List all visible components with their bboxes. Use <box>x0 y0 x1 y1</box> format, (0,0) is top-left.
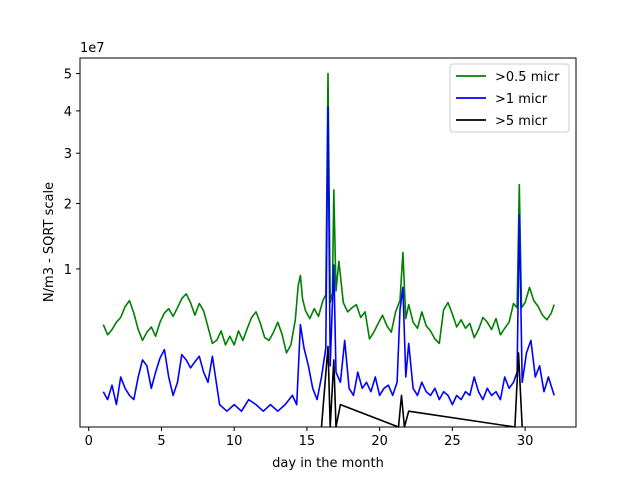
x-tick-label: 30 <box>517 434 534 449</box>
legend-box <box>449 63 570 133</box>
legend-label-3: >5 micr <box>495 114 548 129</box>
y-offset-text: 1e7 <box>80 41 105 56</box>
legend-label-2: >1 micr <box>495 92 548 107</box>
y-tick-label: 5 <box>64 68 72 83</box>
legend: >0.5 micr >1 micr >5 micr <box>449 63 570 133</box>
x-axis-ticks: 0 5 10 15 20 25 30 <box>85 427 534 449</box>
x-tick-label: 15 <box>299 434 316 449</box>
y-axis-label: N/m3 - SQRT scale <box>42 182 57 302</box>
series-line-1 <box>102 72 555 354</box>
y-tick-label: 3 <box>64 147 72 162</box>
x-tick-label: 25 <box>444 434 461 449</box>
y-tick-label: 2 <box>64 197 72 212</box>
series-line-2 <box>102 106 555 413</box>
x-tick-label: 20 <box>371 434 388 449</box>
y-tick-label: 1 <box>64 263 72 278</box>
axes-frame <box>79 57 577 428</box>
x-tick-label: 5 <box>157 434 165 449</box>
legend-label-1: >0.5 micr <box>495 70 560 85</box>
x-tick-label: 10 <box>226 434 243 449</box>
y-tick-label: 4 <box>64 105 72 120</box>
x-axis-label: day in the month <box>272 456 384 471</box>
y-axis-ticks: 1 2 3 4 5 <box>64 68 80 278</box>
x-tick-label: 0 <box>85 434 93 449</box>
